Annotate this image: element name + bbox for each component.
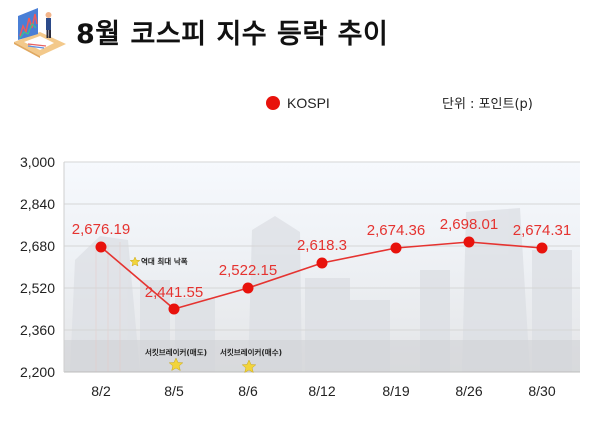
data-label: 2,698.01: [440, 216, 498, 233]
data-label: 2,441.55: [145, 284, 203, 301]
star-icon: [168, 357, 184, 372]
annotation-circuit-breaker-sell: 서킷브레이커(매도): [145, 347, 207, 372]
data-point[interactable]: [95, 241, 107, 253]
annotation-text: 서킷브레이커(매도): [145, 347, 207, 357]
legend-marker-icon: [266, 96, 280, 110]
x-tick: 8/30: [528, 383, 555, 399]
data-point[interactable]: [168, 303, 180, 315]
y-tick: 2,360: [20, 322, 55, 338]
x-tick: 8/5: [164, 383, 184, 399]
x-tick: 8/12: [308, 383, 335, 399]
annotation-circuit-breaker-buy: 서킷브레이커(매수): [220, 347, 282, 374]
y-tick: 2,840: [20, 196, 55, 212]
data-point[interactable]: [536, 242, 548, 254]
data-point[interactable]: [463, 236, 475, 248]
legend-label: KOSPI: [287, 95, 330, 111]
annotation-text: 역대 최대 낙폭: [141, 256, 188, 266]
data-label: 2,522.15: [219, 262, 277, 279]
header: 8월 코스피 지수 등락 추이: [0, 0, 600, 62]
grid-lines: [63, 161, 580, 373]
star-icon: [241, 359, 257, 374]
y-tick: 2,680: [20, 238, 55, 254]
x-tick: 8/2: [91, 383, 111, 399]
data-point[interactable]: [390, 242, 402, 254]
unit-label: 단위 : 포인트(p): [442, 97, 533, 112]
data-point[interactable]: [316, 257, 328, 269]
y-tick: 2,200: [20, 364, 55, 380]
chart-legend: KOSPI: [266, 93, 330, 113]
page-title: 8월 코스피 지수 등락 추이: [76, 19, 389, 50]
x-tick: 8/6: [238, 383, 258, 399]
star-icon: [129, 256, 141, 267]
y-tick: 2,520: [20, 280, 55, 296]
data-label: 2,618.3: [297, 237, 347, 254]
data-labels: 2,676.19 2,441.55 2,522.15 2,618.3 2,674…: [72, 216, 571, 301]
data-markers: [95, 236, 548, 315]
annotation-record-drop: 역대 최대 낙폭: [129, 256, 188, 267]
y-tick: 3,000: [20, 154, 55, 170]
analytics-dashboard-icon: [14, 8, 66, 58]
data-label: 2,674.36: [367, 222, 425, 239]
annotation-text: 서킷브레이커(매수): [220, 347, 282, 357]
data-point[interactable]: [242, 282, 254, 294]
y-axis: 3,000 2,840 2,680 2,520 2,360 2,200: [20, 154, 55, 380]
x-axis: 8/2 8/5 8/6 8/12 8/19 8/26 8/30: [91, 383, 556, 399]
x-tick: 8/19: [382, 383, 409, 399]
data-label: 2,674.31: [513, 222, 571, 239]
data-label: 2,676.19: [72, 221, 130, 238]
x-tick: 8/26: [455, 383, 482, 399]
